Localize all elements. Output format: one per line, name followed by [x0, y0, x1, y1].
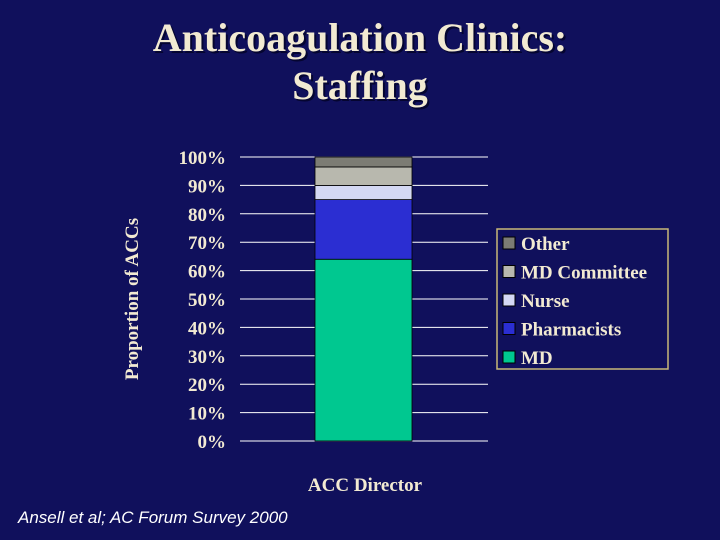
legend-swatch: [502, 322, 516, 335]
legend-swatch: [502, 350, 516, 364]
y-tick-label: 0%: [198, 432, 227, 453]
y-tick-label: 90%: [188, 176, 226, 197]
bar-segment-other: [314, 156, 413, 168]
y-tick-label: 60%: [188, 262, 226, 283]
bar-segment-md-committee: [314, 166, 413, 186]
legend-label: MD Committee: [521, 263, 647, 284]
x-axis-label: ACC Director: [308, 475, 423, 496]
y-tick-label: 30%: [188, 347, 226, 368]
legend-swatch: [502, 265, 516, 278]
title-line-1: Anticoagulation Clinics:: [152, 15, 568, 60]
y-tick-label: 40%: [188, 318, 226, 339]
y-tick-label: 100%: [179, 148, 227, 169]
bar-segment-pharmacists: [314, 199, 413, 260]
y-tick-label: 70%: [188, 233, 226, 254]
y-tick-label: 80%: [188, 205, 226, 226]
y-tick-label: 20%: [188, 375, 226, 396]
y-tick-label: 10%: [188, 404, 226, 425]
legend-swatch: [502, 236, 516, 250]
bar-segment-nurse: [314, 184, 413, 200]
slide-title: Anticoagulation Clinics: Staffing: [0, 14, 720, 110]
legend-label: Other: [521, 234, 570, 255]
title-line-2: Staffing: [292, 63, 428, 108]
legend-box: [496, 228, 669, 370]
legend-label: MD: [521, 348, 553, 369]
source-citation: Ansell et al; AC Forum Survey 2000: [18, 508, 288, 527]
bar-segment-md: [314, 258, 413, 442]
y-tick-label: 50%: [188, 290, 226, 311]
legend-label: Nurse: [521, 291, 570, 312]
legend-swatch: [502, 293, 516, 307]
y-axis-label: Proportion of ACCs: [122, 218, 143, 380]
legend-label: Pharmacists: [521, 320, 621, 341]
